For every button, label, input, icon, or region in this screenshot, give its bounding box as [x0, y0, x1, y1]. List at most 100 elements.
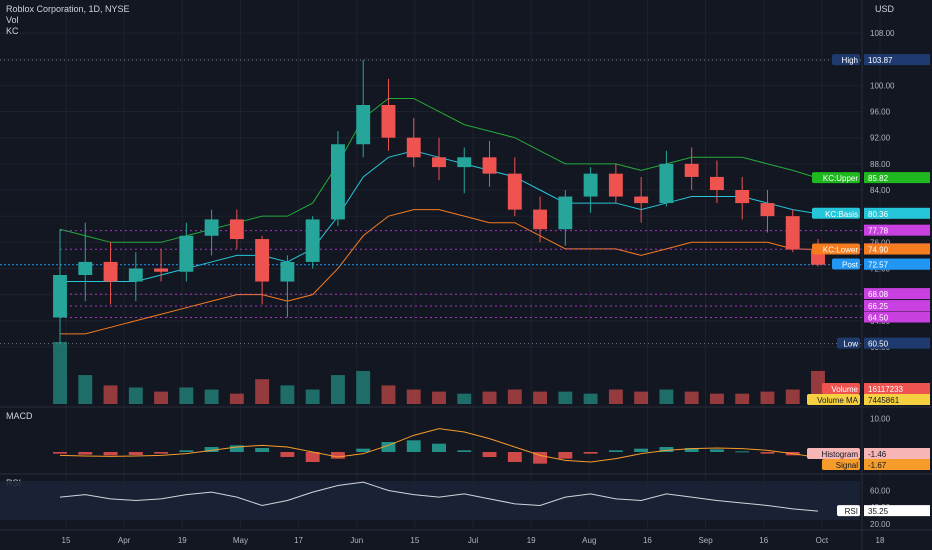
- candle-body: [255, 239, 270, 282]
- price-badge: 64.50: [864, 311, 930, 323]
- price-badge-value: 72.57: [868, 261, 889, 270]
- macd-histogram-bar: [634, 448, 649, 452]
- rsi-tick-label: 20.00: [870, 520, 891, 529]
- candle-body: [735, 190, 750, 204]
- price-badge-value-bg: [864, 224, 930, 236]
- price-badge-value-bg: [864, 258, 930, 270]
- price-tick-label: 88.00: [870, 160, 891, 169]
- macd-histogram-bar: [204, 447, 219, 452]
- macd-histogram-bar: [255, 448, 270, 452]
- candles: [53, 60, 825, 344]
- price-tick-label: 108.00: [870, 29, 895, 38]
- macd-histogram-bar: [229, 445, 244, 452]
- candle-body: [457, 157, 472, 168]
- volume-badge: Volume MA 7445861: [807, 394, 930, 405]
- candle-body: [280, 261, 295, 282]
- volume-bar: [103, 385, 118, 404]
- macd-histogram-bar: [128, 452, 143, 455]
- price-badge-label-bg: [812, 172, 860, 184]
- price-badge-value-bg: [864, 300, 930, 312]
- candle-body: [507, 173, 522, 210]
- volume-badge-label: Volume MA: [817, 396, 859, 405]
- indicator-kc-label[interactable]: KC: [6, 26, 19, 36]
- macd-badge-value-bg: [864, 448, 930, 459]
- volume-bar: [684, 391, 699, 404]
- volume-bar: [381, 385, 396, 404]
- macd-badges: Histogram -1.46 Signal -1.67: [807, 448, 930, 470]
- macd-badge-label-bg: [807, 448, 860, 459]
- price-badge-label: Post: [842, 261, 859, 270]
- candle-body: [406, 137, 421, 158]
- price-badge-value-bg: [864, 172, 930, 184]
- volume-badge-value: 7445861: [868, 396, 900, 405]
- price-badge-value: 85.82: [868, 174, 889, 183]
- price-badge-value: 66.25: [868, 302, 889, 311]
- volume-bar: [608, 389, 623, 404]
- macd-plot: [53, 428, 825, 464]
- volume-bar: [204, 389, 219, 404]
- price-badge-value-bg: [864, 337, 930, 349]
- volume-badge-value-bg: [864, 383, 930, 394]
- volume-badge-label-bg: [822, 383, 860, 394]
- volume-badge: Volume 16117233: [822, 383, 930, 394]
- volume-bar: [305, 389, 320, 404]
- volume-bar: [457, 393, 472, 404]
- price-badge: 66.25: [864, 300, 930, 312]
- macd-histogram-bar: [760, 452, 775, 454]
- volume-bar: [406, 389, 421, 404]
- candle-body: [583, 173, 598, 197]
- rsi-badge-value: 35.25: [868, 507, 889, 516]
- macd-histogram-bar: [381, 442, 396, 452]
- volume-badges: Volume 16117233 Volume MA 7445861: [807, 383, 930, 405]
- macd-tick-label: 10.00: [870, 415, 891, 424]
- candle-body: [381, 105, 396, 138]
- macd-badge-value-bg: [864, 459, 930, 470]
- price-badge-label-bg: [812, 243, 860, 255]
- candle-body: [558, 196, 573, 230]
- kc-line: [60, 209, 819, 335]
- volume-bar: [128, 387, 143, 404]
- candle-body: [305, 219, 320, 262]
- price-badge: 68.08: [864, 288, 930, 300]
- volume-bar: [229, 393, 244, 404]
- macd-badge: Histogram -1.46: [807, 448, 930, 459]
- volume-bars: [53, 342, 825, 404]
- price-badge-value: 77.78: [868, 227, 889, 236]
- price-badge-value-bg: [864, 54, 930, 66]
- candle-body: [785, 216, 800, 250]
- candle-body: [330, 144, 345, 220]
- time-tick-label: May: [233, 536, 248, 545]
- candle-body: [78, 261, 93, 275]
- indicator-vol-label[interactable]: Vol: [6, 15, 19, 25]
- price-badge-value-bg: [864, 311, 930, 323]
- price-badge-label-bg: [832, 54, 860, 66]
- volume-bar: [659, 389, 674, 404]
- currency-label: USD: [875, 4, 895, 14]
- candle-body: [432, 157, 446, 168]
- rsi-badge: RSI 35.25: [837, 505, 930, 517]
- volume-bar: [760, 391, 775, 404]
- price-badge-label-bg: [812, 207, 860, 219]
- macd-histogram-bar: [356, 448, 371, 452]
- rsi-plot: [59, 481, 819, 512]
- volume-bar: [356, 370, 371, 404]
- time-tick-label: Apr: [118, 536, 131, 545]
- volume-bar: [179, 387, 194, 404]
- price-badge-value-bg: [864, 288, 930, 300]
- macd-histogram-bar: [507, 452, 522, 462]
- price-badge-value: 64.50: [868, 314, 889, 323]
- price-badge-value: 74.90: [868, 246, 889, 255]
- volume-bar: [78, 375, 93, 404]
- price-badges: High 103.87 KC:Upper 85.82 KC:Basis 80.36 77.7…: [812, 54, 930, 349]
- macd-histogram-bar: [533, 452, 548, 464]
- price-badge-label-bg: [837, 337, 860, 349]
- candle-body: [179, 235, 194, 272]
- volume-badge-value: 16117233: [868, 385, 904, 394]
- volume-bar: [709, 393, 724, 404]
- volume-bar: [583, 393, 598, 404]
- price-badge-label-bg: [832, 258, 860, 270]
- time-tick-label: 19: [527, 536, 536, 545]
- price-badge: High 103.87: [832, 54, 930, 66]
- macd-badge-value: -1.46: [868, 450, 887, 459]
- time-axis[interactable]: 15 Apr 19 May 17 Jun 15 Jul 19 Aug 16 Sep 16 Oct 18: [62, 536, 885, 545]
